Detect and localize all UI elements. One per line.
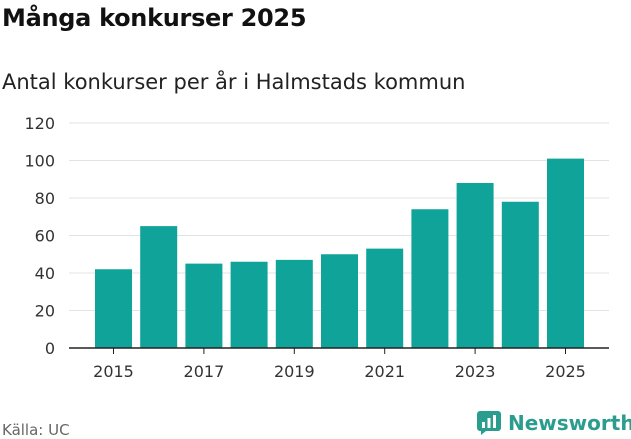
brand-name: Newsworthy <box>508 411 631 435</box>
y-tick-label: 40 <box>35 264 55 283</box>
chart-subtitle: Antal konkurser per år i Halmstads kommu… <box>2 70 466 94</box>
bar-chart: 0 20 40 60 80 100 120 2015 2017 2019 2021 2023 2025 <box>24 114 609 381</box>
x-tick-label: 2017 <box>184 362 225 381</box>
axes <box>69 347 609 354</box>
bar-2015 <box>95 269 132 348</box>
bar-2018 <box>230 261 268 348</box>
y-tick-label: 20 <box>35 302 55 321</box>
bar-2017 <box>185 263 223 348</box>
x-tick-label: 2019 <box>274 362 315 381</box>
x-tick-label: 2023 <box>455 362 496 381</box>
bars <box>95 158 584 348</box>
bar-2016 <box>140 226 178 348</box>
y-tick-label: 0 <box>45 339 55 358</box>
bar-2020 <box>321 254 358 348</box>
bar-2022 <box>411 209 449 348</box>
bar-2024 <box>501 201 539 348</box>
x-tick-label: 2025 <box>545 362 586 381</box>
source-note: Källa: UC <box>2 421 70 439</box>
chart-title: Många konkurser 2025 <box>2 4 307 32</box>
tick-labels: 0 20 40 60 80 100 120 2015 2017 2019 2021 2023 2025 <box>24 114 585 381</box>
bar-2019 <box>275 259 313 348</box>
newsworthy-logo-icon <box>477 411 501 435</box>
x-tick-label: 2021 <box>364 362 405 381</box>
y-tick-label: 60 <box>35 227 55 246</box>
y-tick-label: 120 <box>24 114 55 133</box>
x-tick-label: 2015 <box>93 362 134 381</box>
bar-2025 <box>547 158 584 348</box>
y-tick-label: 100 <box>24 152 55 171</box>
bar-2021 <box>366 248 404 348</box>
brand-logo[interactable]: Newsworthy <box>476 409 631 437</box>
y-tick-label: 80 <box>35 189 55 208</box>
bar-2023 <box>456 183 494 348</box>
